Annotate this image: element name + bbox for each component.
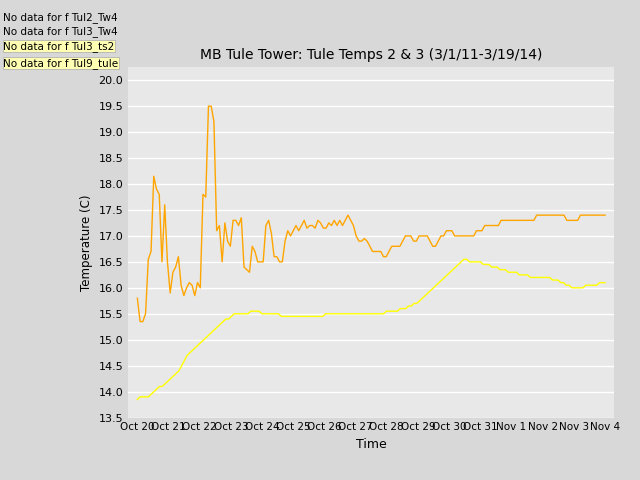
Tul2_Ts-8 [360,311,368,317]
Tul2_Ts-8 [554,277,562,283]
Tul2_Ts-2 [349,223,357,228]
Tul2_Ts-2 [134,295,141,301]
Tul2_Ts-8 [460,256,468,262]
Tul2_Ts-2 [601,212,609,218]
Tul2_Ts-8 [134,396,141,402]
Title: MB Tule Tower: Tule Temps 2 & 3 (3/1/11-3/19/14): MB Tule Tower: Tule Temps 2 & 3 (3/1/11-… [200,48,542,62]
Legend: Tul2_Ts-2, Tul2_Ts-8: Tul2_Ts-2, Tul2_Ts-8 [260,477,483,480]
Tul2_Ts-2 [172,264,179,270]
Text: No data for f Tul3_Tw4: No data for f Tul3_Tw4 [3,26,118,37]
Text: No data for f Tul2_Tw4: No data for f Tul2_Tw4 [3,12,118,23]
Tul2_Ts-8 [358,311,365,317]
Tul2_Ts-2 [136,319,144,324]
Tul2_Ts-8 [380,311,387,317]
Text: No data for f Tul3_ts2: No data for f Tul3_ts2 [3,41,115,52]
Line: Tul2_Ts-2: Tul2_Ts-2 [138,106,605,322]
Y-axis label: Temperature (C): Temperature (C) [80,194,93,291]
Text: No data for f Tul9_tule: No data for f Tul9_tule [3,58,118,69]
Tul2_Ts-8 [601,280,609,286]
Tul2_Ts-8 [200,337,207,343]
Line: Tul2_Ts-8: Tul2_Ts-8 [138,259,605,399]
Tul2_Ts-2 [276,259,284,265]
Tul2_Ts-2 [205,103,212,109]
Tul2_Ts-8 [308,313,316,319]
Tul2_Ts-2 [415,233,423,239]
Tul2_Ts-2 [289,228,297,234]
Tul2_Ts-2 [388,243,396,249]
X-axis label: Time: Time [356,438,387,451]
